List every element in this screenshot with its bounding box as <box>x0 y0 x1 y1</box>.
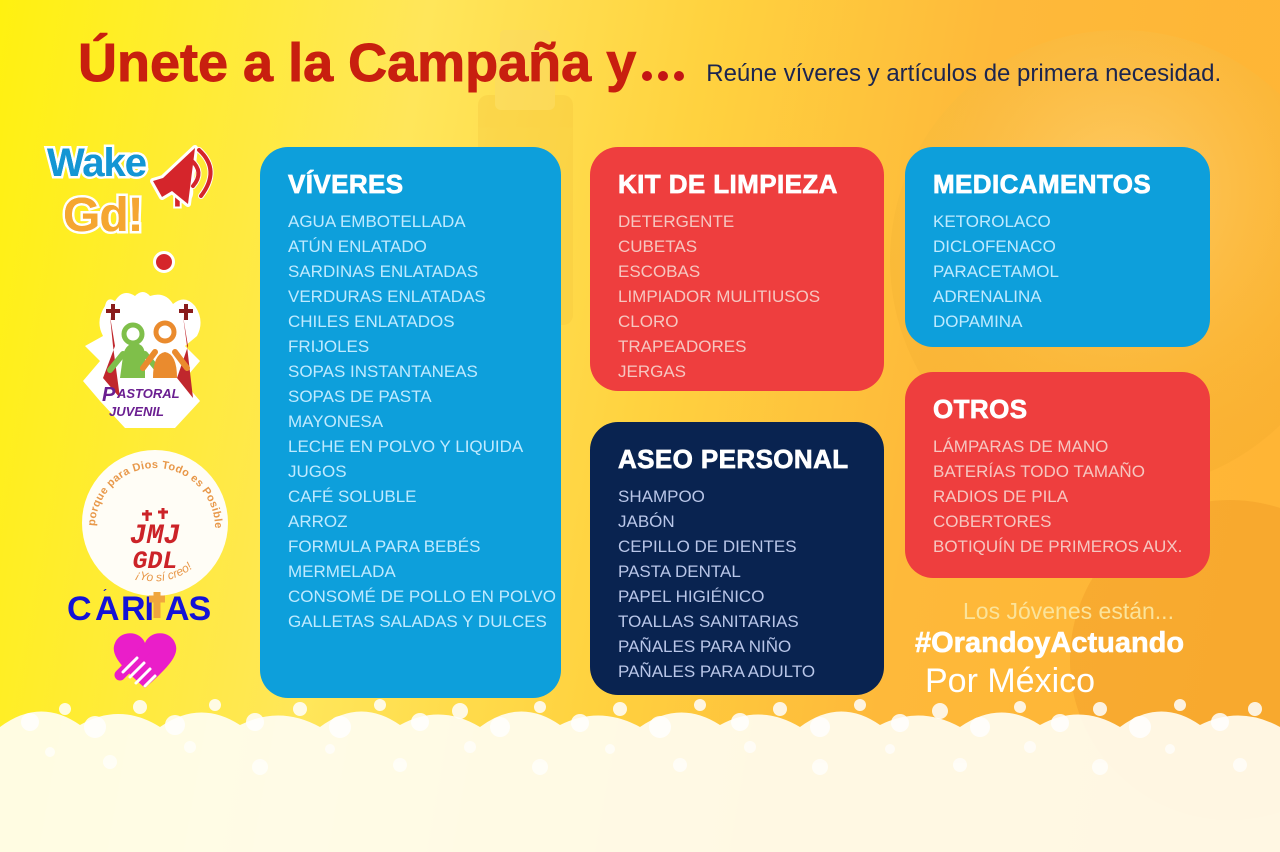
svg-text:A: A <box>95 590 119 628</box>
svg-text:RI: RI <box>121 590 153 628</box>
svg-text:AS: AS <box>165 590 211 628</box>
svg-text:ASTORAL: ASTORAL <box>116 386 180 401</box>
svg-text:´: ´ <box>103 588 107 601</box>
svg-text:P: P <box>102 384 116 406</box>
svg-text:C: C <box>67 590 91 628</box>
svg-text:GDL: GDL <box>132 547 177 576</box>
svg-text:JUVENIL: JUVENIL <box>109 404 164 419</box>
